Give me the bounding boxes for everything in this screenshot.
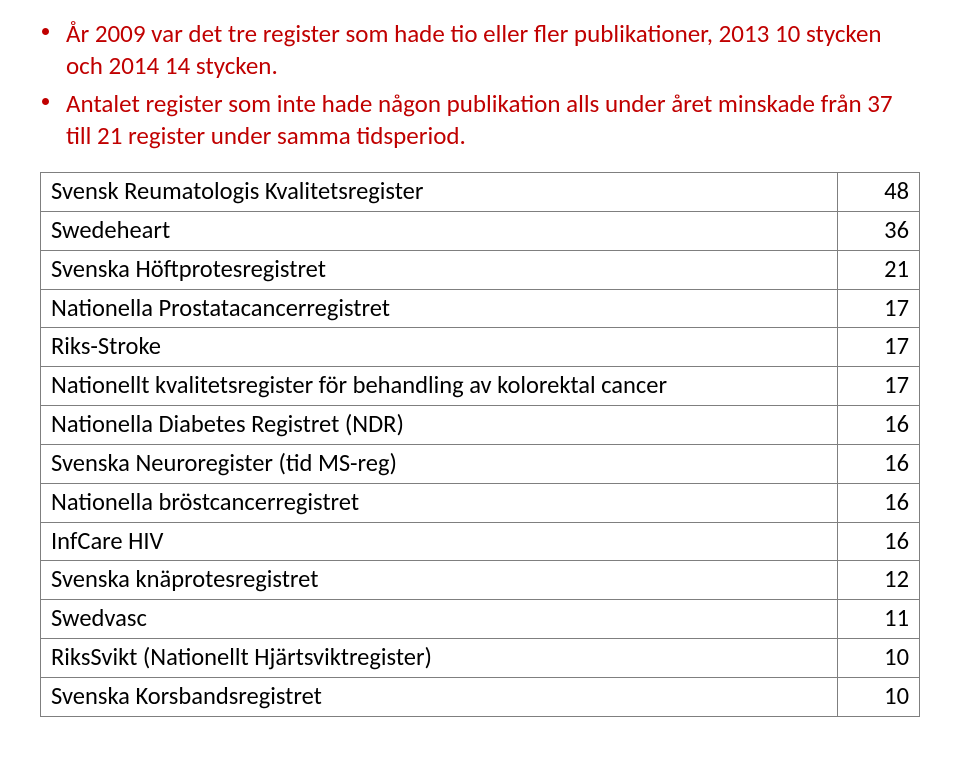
row-label: Swedvasc — [41, 600, 838, 639]
bullet-item: Antalet register som inte hade någon pub… — [40, 88, 920, 152]
row-value: 16 — [838, 522, 920, 561]
bullet-dot-icon — [42, 28, 49, 35]
row-label: Nationella Diabetes Registret (NDR) — [41, 406, 838, 445]
table-row: Nationella Prostatacancerregistret 17 — [41, 289, 920, 328]
row-value: 12 — [838, 561, 920, 600]
row-value: 16 — [838, 406, 920, 445]
row-label: Nationellt kvalitetsregister för behandl… — [41, 367, 838, 406]
row-label: Svenska knäprotesregistret — [41, 561, 838, 600]
row-label: Svenska Korsbandsregistret — [41, 677, 838, 716]
row-label: Nationella bröstcancerregistret — [41, 483, 838, 522]
row-label: Svensk Reumatologis Kvalitetsregister — [41, 173, 838, 212]
row-label: Nationella Prostatacancerregistret — [41, 289, 838, 328]
bullet-item: År 2009 var det tre register som hade ti… — [40, 18, 920, 82]
table-row: Svenska Neuroregister (tid MS-reg) 16 — [41, 444, 920, 483]
table-row: Svenska Korsbandsregistret 10 — [41, 677, 920, 716]
row-value: 17 — [838, 328, 920, 367]
table-row: Riks-Stroke 17 — [41, 328, 920, 367]
register-table: Svensk Reumatologis Kvalitetsregister 48… — [40, 172, 920, 717]
row-label: Riks-Stroke — [41, 328, 838, 367]
table-row: Nationella Diabetes Registret (NDR) 16 — [41, 406, 920, 445]
table-row: Svenska knäprotesregistret 12 — [41, 561, 920, 600]
bullet-dot-icon — [42, 98, 49, 105]
table-row: Nationellt kvalitetsregister för behandl… — [41, 367, 920, 406]
row-label: Swedeheart — [41, 211, 838, 250]
page-root: År 2009 var det tre register som hade ti… — [0, 0, 960, 727]
row-value: 11 — [838, 600, 920, 639]
row-value: 16 — [838, 483, 920, 522]
table-body: Svensk Reumatologis Kvalitetsregister 48… — [41, 173, 920, 717]
table-row: InfCare HIV 16 — [41, 522, 920, 561]
row-value: 16 — [838, 444, 920, 483]
table-row: Swedvasc 11 — [41, 600, 920, 639]
bullet-text: Antalet register som inte hade någon pub… — [66, 88, 893, 151]
table-row: Svensk Reumatologis Kvalitetsregister 48 — [41, 173, 920, 212]
table-row: RiksSvikt (Nationellt Hjärtsviktregister… — [41, 639, 920, 678]
row-value: 10 — [838, 639, 920, 678]
row-label: Svenska Neuroregister (tid MS-reg) — [41, 444, 838, 483]
bullet-list: År 2009 var det tre register som hade ti… — [40, 18, 920, 152]
row-value: 10 — [838, 677, 920, 716]
table-row: Nationella bröstcancerregistret 16 — [41, 483, 920, 522]
row-label: Svenska Höftprotesregistret — [41, 250, 838, 289]
row-value: 21 — [838, 250, 920, 289]
table-row: Swedeheart 36 — [41, 211, 920, 250]
bullet-text: År 2009 var det tre register som hade ti… — [66, 18, 882, 81]
row-value: 48 — [838, 173, 920, 212]
row-value: 17 — [838, 289, 920, 328]
row-value: 17 — [838, 367, 920, 406]
row-label: RiksSvikt (Nationellt Hjärtsviktregister… — [41, 639, 838, 678]
table-row: Svenska Höftprotesregistret 21 — [41, 250, 920, 289]
row-label: InfCare HIV — [41, 522, 838, 561]
row-value: 36 — [838, 211, 920, 250]
